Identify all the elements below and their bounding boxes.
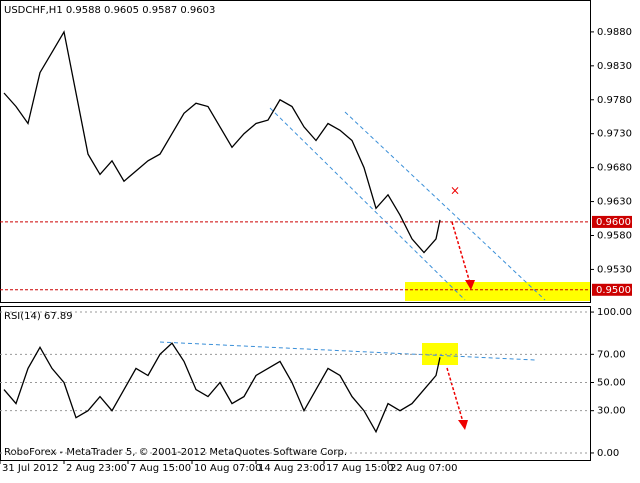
x-tick-label: 14 Aug 23:00 <box>258 463 325 474</box>
x-tick-label: 2 Aug 23:00 <box>66 463 127 474</box>
y-tick-label: 70.00 <box>597 349 626 360</box>
y-tick-label: 0.9680 <box>597 163 632 174</box>
price-line <box>3 30 441 254</box>
y-tick-label: 0.9880 <box>597 27 632 38</box>
y-tick-label: 0.9580 <box>597 230 632 241</box>
channel-line <box>344 111 546 301</box>
arrow-head <box>458 420 468 430</box>
x-tick-label: 17 Aug 15:00 <box>326 463 393 474</box>
x-tick-label: 10 Aug 07:00 <box>194 463 261 474</box>
y-tick-label: 0.9730 <box>597 129 632 140</box>
x-tick-label: 31 Jul 2012 <box>2 463 59 474</box>
level-label: 0.9500 <box>596 285 631 296</box>
y-tick-label: 50.00 <box>597 378 626 389</box>
rsi-frame <box>0 306 591 461</box>
y-tick-label: 100.00 <box>597 307 632 318</box>
forecast-arrow <box>451 221 471 284</box>
y-tick-label: 0.00 <box>597 448 619 459</box>
price-line <box>3 342 441 434</box>
chart-title: USDCHF,H1 0.9588 0.9605 0.9587 0.9603 <box>4 5 215 16</box>
y-tick-label: 30.00 <box>597 406 626 417</box>
main-frame <box>0 0 591 303</box>
level-label: 0.9600 <box>596 217 631 228</box>
target-zone <box>405 282 590 301</box>
x-tick-label: 22 Aug 07:00 <box>390 463 457 474</box>
channel-line <box>269 107 466 301</box>
rsi-title: RSI(14) 67.89 <box>4 311 73 322</box>
marker: × <box>450 184 460 198</box>
y-tick-label: 0.9630 <box>597 197 632 208</box>
arrow-head <box>465 280 475 290</box>
level-tag <box>592 215 632 228</box>
x-tick-label: 7 Aug 15:00 <box>130 463 191 474</box>
y-tick-label: 0.9530 <box>597 264 632 275</box>
forecast-arrow <box>446 367 464 423</box>
y-tick-label: 0.9780 <box>597 95 632 106</box>
y-tick-label: 0.9830 <box>597 61 632 72</box>
level-tag <box>592 283 632 296</box>
